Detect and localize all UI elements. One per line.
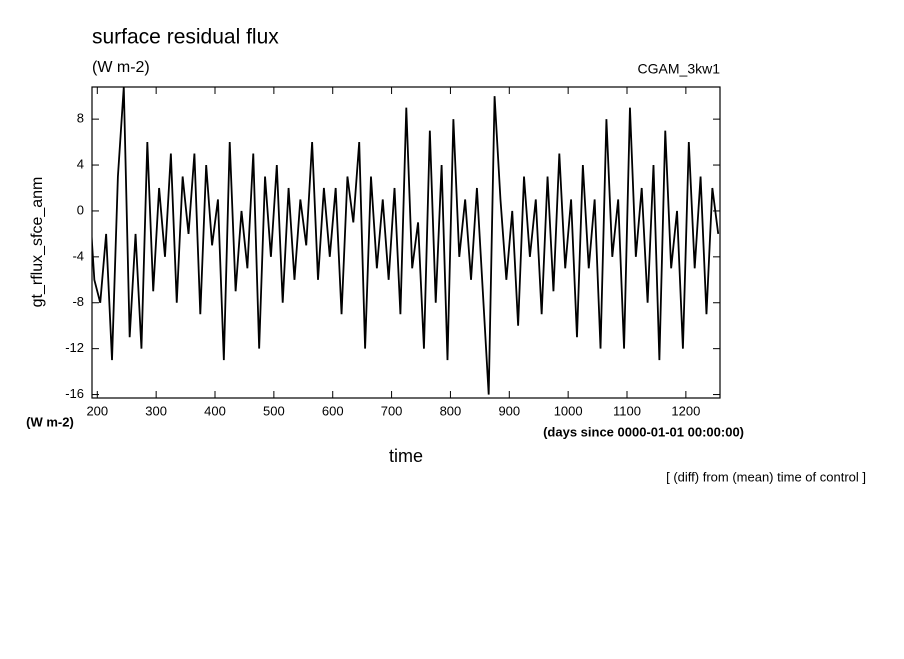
chart-subtitle: (W m-2)	[92, 59, 150, 76]
y-tick-label: -12	[65, 340, 84, 355]
x-tick-label: 500	[263, 403, 285, 418]
x-axis-label: time	[389, 446, 423, 466]
chart-title: surface residual flux	[92, 26, 279, 49]
x-tick-label: 600	[322, 403, 344, 418]
x-tick-label: 200	[86, 403, 108, 418]
x-tick-label: 700	[381, 403, 403, 418]
x-tick-label: 400	[204, 403, 226, 418]
annotation: CGAM_3kw1	[638, 61, 721, 77]
x-tick-label: 1100	[613, 403, 641, 418]
y-axis-label: gt_rflux_sfce_anm	[29, 177, 46, 308]
y-tick-label: -16	[65, 386, 84, 401]
x-tick-label: 900	[498, 403, 520, 418]
y-tick-label: 0	[77, 202, 84, 217]
x-unit: (days since 0000-01-01 00:00:00)	[543, 424, 744, 439]
y-tick-label: 4	[77, 156, 84, 171]
x-tick-label: 1000	[554, 403, 583, 418]
data-line	[92, 87, 720, 395]
y-tick-label: -8	[72, 294, 84, 309]
x-tick-label: 300	[145, 403, 167, 418]
y-tick-label: 8	[77, 111, 84, 126]
footnote: [ (diff) from (mean) time of control ]	[666, 469, 866, 484]
x-tick-label: 800	[440, 403, 462, 418]
x-tick-label: 1200	[671, 403, 700, 418]
y-unit: (W m-2)	[26, 414, 74, 429]
y-tick-label: -4	[72, 248, 84, 263]
